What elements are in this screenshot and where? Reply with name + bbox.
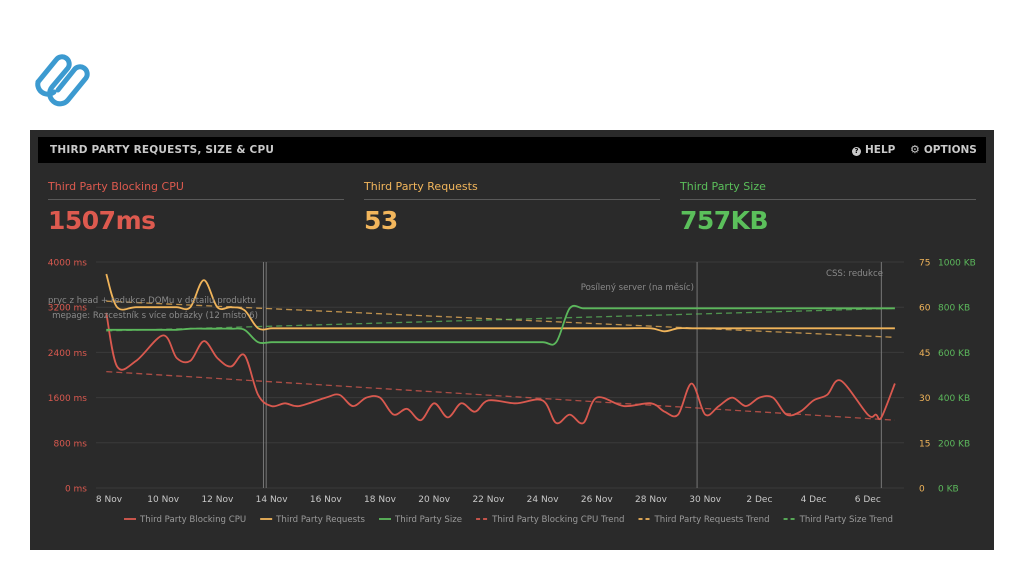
options-button[interactable]: ⚙ OPTIONS (910, 144, 977, 156)
panel-title: THIRD PARTY REQUESTS, SIZE & CPU (50, 144, 275, 156)
metric-size-value: 757KB (680, 206, 769, 235)
gear-icon: ⚙ (910, 143, 920, 156)
metric-requests-label: Third Party Requests (364, 180, 478, 193)
third-party-panel: THIRD PARTY REQUESTS, SIZE & CPU ? HELP ⚙… (30, 130, 994, 550)
metric-requests: Third Party Requests 53 (364, 180, 660, 235)
metric-cpu-label: Third Party Blocking CPU (48, 180, 184, 193)
metric-cpu: Third Party Blocking CPU 1507ms (48, 180, 344, 235)
metric-size: Third Party Size 757KB (680, 180, 976, 235)
metric-requests-value: 53 (364, 206, 398, 235)
options-label: OPTIONS (923, 144, 977, 156)
metric-size-label: Third Party Size (680, 180, 766, 193)
help-label: HELP (865, 144, 896, 156)
help-icon: ? (852, 147, 861, 156)
company-logo-icon (35, 54, 90, 107)
help-button[interactable]: ? HELP (852, 144, 895, 156)
panel-header: THIRD PARTY REQUESTS, SIZE & CPU ? HELP ⚙… (38, 137, 986, 163)
metric-cpu-value: 1507ms (48, 206, 156, 235)
